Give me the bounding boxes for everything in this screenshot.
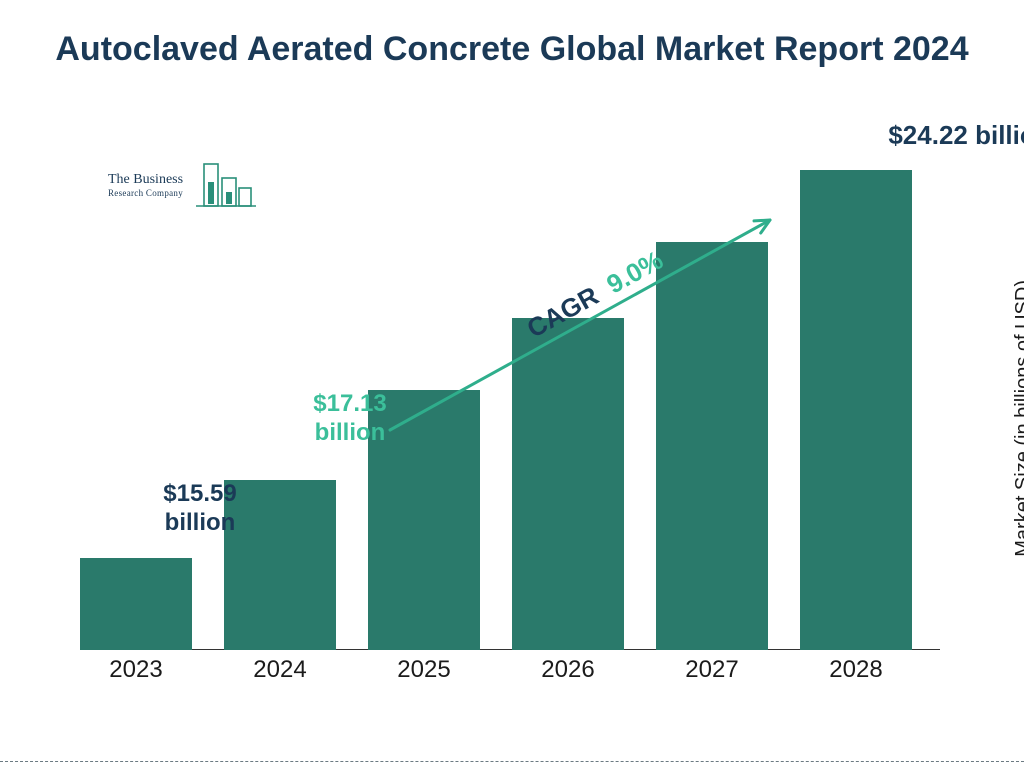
cagr-arrow: [80, 150, 940, 690]
chart-canvas: Autoclaved Aerated Concrete Global Marke…: [0, 0, 1024, 768]
value-label: $24.22 billion: [860, 120, 1024, 151]
chart-title: Autoclaved Aerated Concrete Global Marke…: [0, 28, 1024, 71]
y-axis-title: Market Size (in billions of USD): [1012, 280, 1024, 557]
chart-area: 202320242025202620272028 $15.59billion$1…: [80, 150, 940, 690]
bottom-dashed-rule: [0, 761, 1024, 762]
